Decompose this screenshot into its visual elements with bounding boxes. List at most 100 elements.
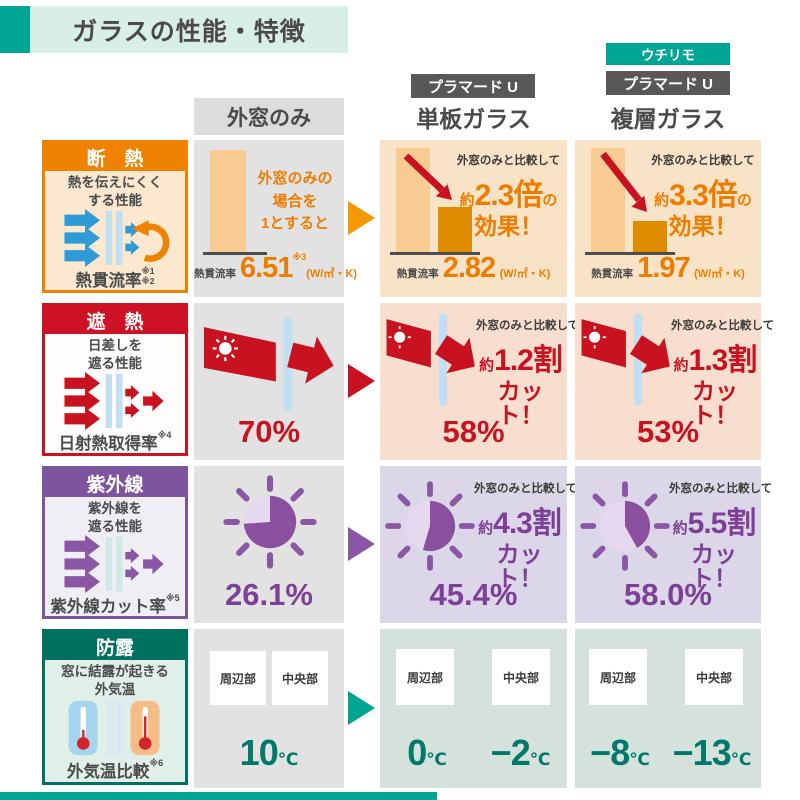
arrow-right-uv (348, 527, 375, 561)
row-desc-uv: 紫外線を 遮る性能 (88, 501, 142, 534)
compare-note: 外窓のみと比較して (456, 155, 561, 167)
sun-block-icon (64, 372, 164, 431)
u-value: 1.97 (637, 252, 690, 284)
arrow-right-condensation (348, 691, 375, 725)
bar-baseline (210, 150, 246, 252)
cell-shading-double: 外窓のみと比較して 約1.3割 カット！ 53% (575, 303, 775, 460)
uv-double-value: 58.0% (624, 577, 712, 612)
zone-box-edge: 周辺部 (396, 649, 454, 705)
row-desc-condensation: 窓に結露が起きる 外気温 (61, 664, 169, 697)
row-label-uv: 紫外線 紫外線を 遮る性能 (42, 466, 188, 619)
cut-ratio: 1.2割 (494, 344, 563, 377)
effect-word: カット！ (692, 378, 738, 429)
note-marker: ※5 (165, 593, 180, 604)
baseline-caption: 外窓のみの 場合を 1とすると (257, 170, 333, 232)
row-label-insulation: 断 熱 熱を伝えにくく する性能 (42, 140, 188, 293)
effect-word: カット！ (691, 541, 737, 592)
effect-word: カット！ (496, 541, 543, 592)
compare-note: 外窓のみと比較して (474, 483, 578, 495)
brand-badge-plamade-double: プラマード U (606, 71, 730, 95)
effect-multiplier: 3.3倍 (669, 179, 738, 212)
temp-center: −13℃ (672, 732, 752, 773)
uv-sun-pie-icon (385, 481, 475, 571)
cell-condensation-double: 周辺部 中央部 −8℃ −13℃ (575, 629, 761, 788)
u-value: 2.82 (442, 252, 496, 284)
heat-flow-icon (64, 209, 170, 268)
row-title-shading: 遮 熱 (45, 306, 185, 334)
arrow-right-shading (348, 364, 375, 398)
brand-badge-uchirimo: ウチリモ (606, 43, 730, 65)
uv-single-value: 45.4% (429, 577, 518, 612)
compare-note: 外窓のみと比較して (669, 483, 773, 495)
cell-shading-baseline: 70% (194, 303, 344, 460)
cut-ratio: 4.3割 (493, 507, 562, 540)
zone-box-center: 中央部 (685, 649, 743, 705)
cell-condensation-single: 周辺部 中央部 0℃ −2℃ (380, 629, 567, 788)
sun-beam-icon (203, 317, 334, 411)
compare-note: 外窓のみと比較して (476, 320, 580, 332)
temp-baseline: 10℃ (239, 732, 299, 773)
zone-box-edge: 周辺部 (210, 651, 266, 705)
row-label-condensation: 防露 窓に結露が起きる 外気温 外気温比較※ (42, 629, 188, 785)
zone-box-center: 中央部 (492, 649, 550, 705)
arrow-right-insulation (348, 201, 375, 235)
bar-improved (633, 220, 667, 252)
metric-label: 熱貫流率 (194, 268, 236, 280)
column-header-baseline: 外窓のみ (194, 98, 344, 135)
row-desc-insulation: 熱を伝えにくく する性能 (67, 175, 163, 208)
cell-uv-single: 外窓のみと比較して 約4.3割 カット！ 45.4% (380, 466, 578, 623)
drop-arrow-icon (403, 154, 452, 200)
note-marker: ※6 (149, 758, 164, 769)
title-accent-square (0, 6, 30, 53)
u-value: 6.51 (240, 252, 293, 284)
baseline-axis (585, 252, 675, 255)
drop-arrow-icon (600, 152, 647, 212)
brand-badge-plamade-single: プラマード U (411, 74, 535, 98)
sun-beam-deflect-icon (581, 313, 670, 406)
cell-condensation-baseline: 周辺部 中央部 10℃ (194, 629, 344, 788)
uv-block-icon (64, 535, 164, 594)
shading-baseline-value: 70% (237, 414, 301, 449)
note-marker: ※4 (157, 430, 172, 441)
uv-baseline-value: 26.1% (225, 577, 313, 612)
page-title: ガラスの性能・特徴 (30, 6, 348, 53)
effect-multiplier: 2.3倍 (474, 179, 544, 212)
row-title-insulation: 断 熱 (45, 143, 185, 171)
cell-uv-baseline: 26.1% (194, 466, 344, 623)
cut-ratio: 1.3割 (688, 344, 758, 377)
bar-improved (438, 207, 472, 252)
cell-insulation-single: 外窓のみと比較して 約2.3倍の 効果！ 熱貫流率 2.82 (W/㎡・K) (380, 140, 567, 297)
u-unit: (W/㎡・K) (306, 268, 357, 280)
baseline-axis (390, 252, 480, 255)
cell-insulation-baseline: 外窓のみの 場合を 1とすると 熱貫流率 6.51※3 (W/㎡・K) (194, 140, 357, 297)
metric-name-insulation: 熱貫流率 (75, 272, 142, 291)
uv-sun-pie-icon (223, 475, 317, 569)
effect-word: 効果！ (668, 213, 738, 239)
temp-edge: 0℃ (407, 732, 447, 773)
shading-double-value: 53% (636, 414, 700, 449)
row-title-condensation: 防露 (45, 632, 185, 660)
metric-name-uv: 紫外線カット率 (50, 598, 166, 617)
temp-edge: −8℃ (590, 732, 650, 773)
shading-single-value: 58% (442, 414, 505, 449)
compare-note: 外窓のみと比較して (651, 155, 755, 167)
note-markers: ※1 ※2 (141, 266, 155, 286)
metric-name-condensation: 外気温比較 (66, 763, 150, 782)
zone-box-edge: 周辺部 (589, 649, 647, 705)
sun-beam-deflect-icon (386, 313, 475, 406)
row-title-uv: 紫外線 (45, 469, 185, 497)
baseline-axis (203, 252, 267, 255)
note-marker: ※3 (292, 252, 307, 262)
compare-note: 外窓のみと比較して (671, 320, 775, 332)
row-desc-shading: 日差しを 遮る性能 (88, 338, 142, 371)
metric-name-shading: 日射熱取得率 (58, 435, 158, 454)
thermometer-icon (68, 700, 160, 756)
column-header-single-glass: 単板ガラス (416, 106, 531, 132)
zone-box-center: 中央部 (272, 651, 328, 705)
effect-word: カット！ (497, 378, 544, 429)
cut-ratio: 5.5割 (687, 507, 757, 540)
row-label-shading: 遮 熱 日差しを 遮る性能 (42, 303, 188, 456)
column-header-double-glass: 複層ガラス (610, 106, 726, 132)
cell-insulation-double: 外窓のみと比較して 約3.3倍の 効果！ 熱貫流率 1.97 (W/㎡・K) (575, 140, 761, 297)
cell-shading-single: 外窓のみと比較して 約1.2割 カット！ 58% (380, 303, 580, 460)
